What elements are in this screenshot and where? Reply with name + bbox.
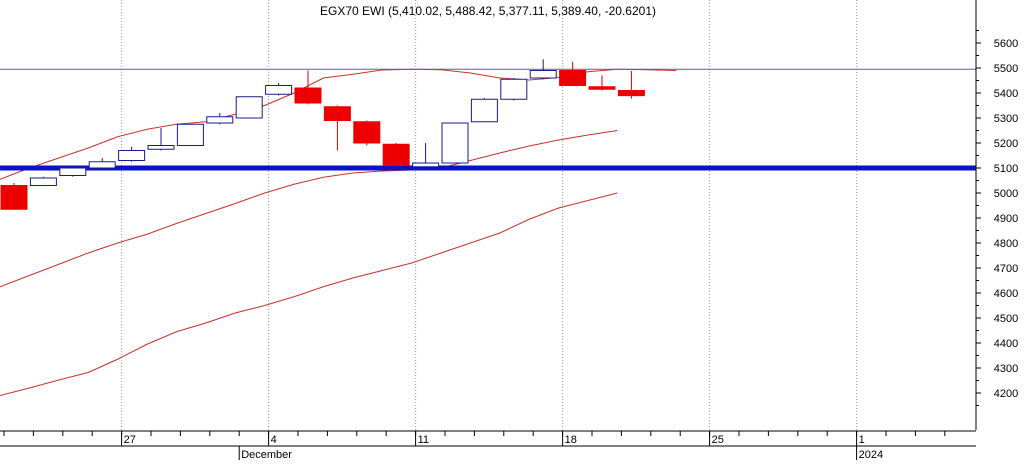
candle-body bbox=[353, 121, 381, 144]
candle-body bbox=[323, 106, 351, 121]
x-period-label: December bbox=[241, 449, 292, 461]
candle-body bbox=[529, 70, 557, 79]
bearish-candle bbox=[294, 70, 322, 105]
bullish-candle bbox=[529, 59, 557, 80]
candle-body bbox=[88, 161, 116, 169]
y-tick-label: 5000 bbox=[994, 188, 1018, 200]
y-tick-label: 5600 bbox=[994, 38, 1018, 50]
bearish-candle bbox=[323, 105, 351, 151]
y-tick-label: 4900 bbox=[994, 213, 1018, 225]
y-tick-label: 5100 bbox=[994, 163, 1018, 175]
bullish-candle bbox=[176, 123, 204, 146]
bearish-candle bbox=[0, 183, 28, 210]
bullish-candle bbox=[265, 83, 293, 96]
candle-body bbox=[29, 177, 57, 186]
candles bbox=[0, 59, 645, 210]
y-tick-label: 4500 bbox=[994, 313, 1018, 325]
candle-body bbox=[294, 87, 322, 104]
bullish-candle bbox=[235, 96, 263, 119]
chart-title: EGX70 EWI (5,410.02, 5,488.42, 5,377.11,… bbox=[320, 4, 656, 18]
band-line-3 bbox=[0, 192, 618, 396]
bearish-candle bbox=[382, 143, 410, 166]
bullish-candle bbox=[118, 146, 146, 162]
bullish-candle bbox=[206, 113, 234, 125]
band-line-2 bbox=[0, 130, 618, 288]
x-tick-label: 27 bbox=[124, 434, 136, 446]
y-tick-label: 4700 bbox=[994, 263, 1018, 275]
candle-body bbox=[265, 85, 293, 95]
candle-body bbox=[176, 123, 204, 146]
bullish-candle bbox=[29, 176, 57, 186]
x-tick-label: 4 bbox=[271, 434, 277, 446]
y-tick-label: 5500 bbox=[994, 63, 1018, 75]
bearish-candle bbox=[559, 61, 587, 86]
axes bbox=[0, 0, 977, 447]
y-axis-ticks: 4200 4300 4400 4500 4600 4700 4800 4900 5000 5100… bbox=[976, 30, 1018, 406]
candle-body bbox=[59, 167, 87, 176]
bullish-candle bbox=[59, 165, 87, 177]
candle-body bbox=[118, 150, 146, 161]
bullish-candle bbox=[500, 78, 528, 101]
bullish-candle bbox=[412, 143, 440, 168]
y-tick-label: 5200 bbox=[994, 138, 1018, 150]
bullish-candle bbox=[470, 98, 498, 123]
candle-body bbox=[441, 122, 469, 164]
y-tick-label: 4600 bbox=[994, 288, 1018, 300]
candle-body bbox=[617, 89, 645, 97]
y-tick-label: 4300 bbox=[994, 363, 1018, 375]
candle-body bbox=[470, 98, 498, 123]
y-tick-label: 5400 bbox=[994, 88, 1018, 100]
candle-body bbox=[412, 162, 440, 168]
candle-body bbox=[206, 116, 234, 124]
y-tick-label: 4400 bbox=[994, 338, 1018, 350]
candle-body bbox=[0, 185, 28, 210]
vertical-gridlines bbox=[121, 0, 858, 430]
y-tick-label: 4800 bbox=[994, 238, 1018, 250]
x-tick-label: 25 bbox=[712, 434, 724, 446]
x-period-label: 2024 bbox=[859, 449, 883, 461]
x-tick-label: 18 bbox=[565, 434, 577, 446]
bullish-candle bbox=[147, 128, 175, 151]
bullish-candle bbox=[441, 122, 469, 164]
x-axis-ticks: 27 4 11 18 25 1 December 2024 bbox=[3, 431, 946, 461]
x-tick-label: 1 bbox=[859, 434, 865, 446]
candle-body bbox=[500, 78, 528, 100]
candle-body bbox=[588, 86, 616, 90]
candle-body bbox=[235, 96, 263, 119]
bearish-candle bbox=[353, 120, 381, 146]
candle-body bbox=[559, 70, 587, 86]
bullish-candle bbox=[88, 158, 116, 171]
bearish-candle bbox=[617, 70, 645, 99]
bearish-candle bbox=[588, 75, 616, 91]
horizontal-reference-lines bbox=[0, 68, 976, 171]
x-tick-label: 11 bbox=[418, 434, 429, 446]
y-tick-label: 5300 bbox=[994, 113, 1018, 125]
candle-body bbox=[147, 145, 175, 150]
y-tick-label: 4200 bbox=[994, 388, 1018, 400]
candle-body bbox=[382, 143, 410, 166]
